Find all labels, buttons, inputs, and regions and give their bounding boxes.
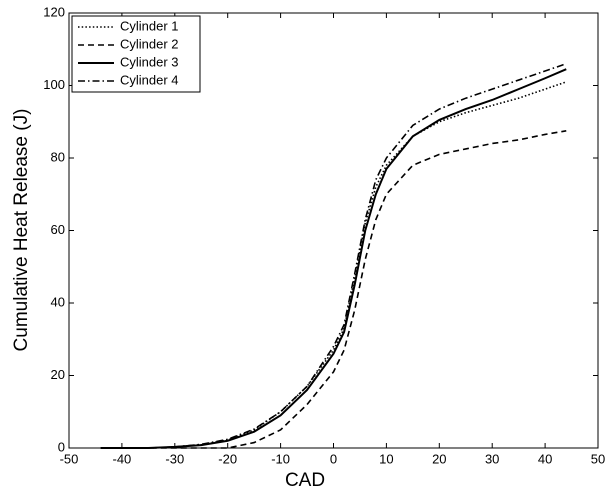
legend-label: Cylinder 1 [120, 18, 179, 33]
y-tick-label: 60 [51, 222, 65, 237]
series-line [100, 81, 567, 449]
x-tick-label: 50 [591, 451, 605, 466]
x-tick-label: 30 [485, 451, 499, 466]
y-tick-label: 100 [43, 77, 65, 92]
legend-label: Cylinder 2 [120, 36, 179, 51]
legend-label: Cylinder 3 [120, 54, 179, 69]
y-axis-label: Cumulative Heat Release (J) [11, 109, 32, 352]
y-tick-label: 120 [43, 4, 65, 19]
x-tick-label: -30 [165, 451, 184, 466]
y-tick-label: 80 [51, 149, 65, 164]
x-tick-label: -10 [271, 451, 290, 466]
legend-box [71, 15, 201, 93]
y-tick-label: 40 [51, 294, 65, 309]
x-axis-label: CAD [285, 470, 325, 491]
legend-label: Cylinder 4 [120, 72, 179, 87]
x-tick-label: 20 [432, 451, 446, 466]
x-tick-label: 0 [330, 451, 337, 466]
x-tick-label: -50 [60, 451, 79, 466]
x-tick-label: 40 [538, 451, 552, 466]
y-tick-label: 0 [58, 439, 65, 454]
y-tick-label: 20 [51, 367, 65, 382]
x-tick-label: -20 [218, 451, 237, 466]
plot-frame [68, 12, 599, 449]
series-line [100, 62, 567, 449]
x-tick-label: 10 [379, 451, 393, 466]
x-tick-label: -40 [113, 451, 132, 466]
